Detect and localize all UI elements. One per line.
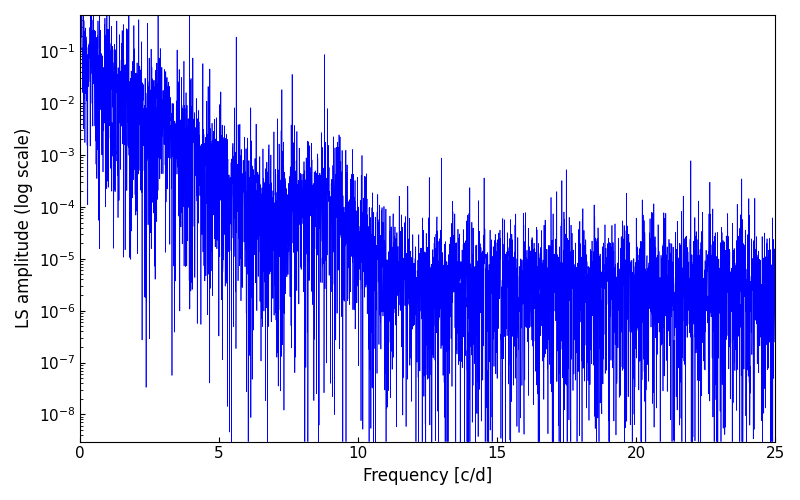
Y-axis label: LS amplitude (log scale): LS amplitude (log scale) (15, 128, 33, 328)
X-axis label: Frequency [c/d]: Frequency [c/d] (363, 467, 492, 485)
